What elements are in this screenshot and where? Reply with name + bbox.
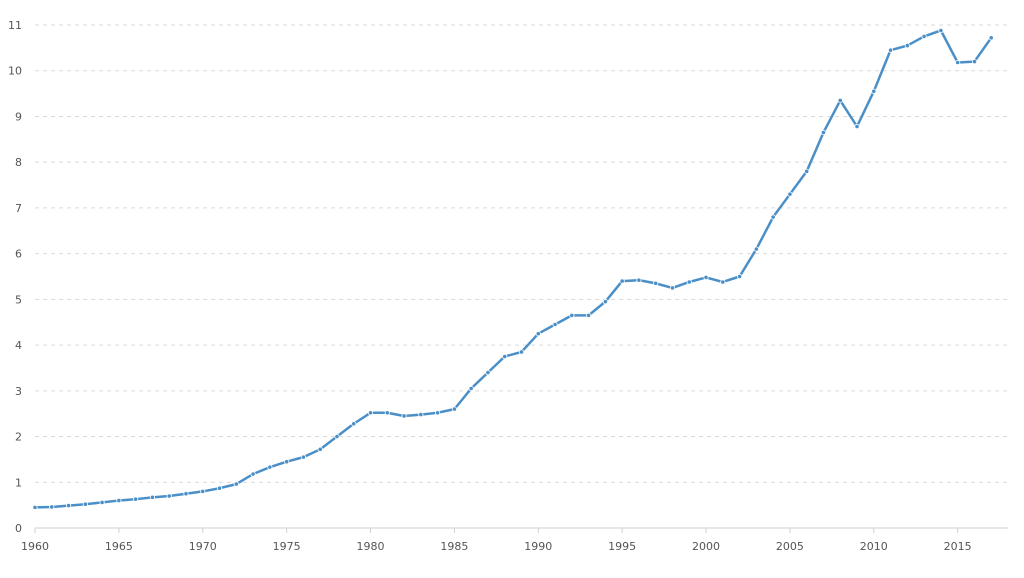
data-point [518, 349, 525, 355]
y-tick-label: 4 [15, 339, 22, 352]
data-point [753, 246, 759, 252]
data-point [938, 27, 944, 34]
data-point [854, 123, 860, 130]
data-point [686, 279, 692, 285]
data-point [770, 214, 776, 220]
data-point [49, 504, 55, 510]
y-tick-label: 10 [8, 65, 22, 78]
data-point [284, 459, 290, 465]
data-point [653, 280, 659, 286]
data-point [216, 485, 223, 491]
data-point [384, 410, 390, 416]
data-point [267, 464, 273, 470]
data-point [367, 410, 374, 416]
x-tick-label: 2015 [944, 540, 972, 553]
x-tick-label: 1970 [189, 540, 217, 553]
x-tick-label: 2000 [692, 540, 720, 553]
series-line [33, 29, 993, 509]
data-point [451, 406, 457, 412]
x-tick-label: 1980 [357, 540, 385, 553]
data-point [820, 129, 827, 136]
y-tick-label: 3 [15, 385, 22, 398]
data-point [787, 191, 793, 197]
y-tick-label: 8 [15, 156, 22, 169]
data-point [988, 35, 994, 41]
data-point [971, 58, 978, 65]
x-tick-label: 1985 [440, 540, 468, 553]
data-point [669, 285, 676, 291]
y-tick-label: 7 [15, 202, 22, 215]
grid-layer [35, 24, 1008, 483]
y-tick-label: 6 [15, 248, 22, 261]
y-tick-label: 11 [8, 19, 22, 32]
axis-layer: 0 1 2 3 4 5 6 7 8 9 10 11 1960 1965 1970 1975 1980 1985 19… [8, 19, 1008, 553]
data-point [636, 277, 642, 283]
data-point [250, 471, 256, 477]
x-tick-label: 2010 [860, 540, 888, 553]
data-point [502, 353, 508, 360]
data-point [166, 493, 172, 499]
data-point [569, 312, 575, 318]
data-point [99, 499, 105, 505]
data-point [703, 274, 709, 281]
x-tick-label: 2005 [776, 540, 804, 553]
y-tick-label: 9 [15, 110, 22, 123]
x-tick-label: 1990 [524, 540, 552, 553]
data-point [183, 491, 189, 497]
data-point [804, 168, 810, 174]
y-tick-label: 2 [15, 431, 22, 444]
data-point [82, 501, 88, 507]
data-point [200, 488, 206, 495]
data-point [32, 504, 38, 511]
data-point [736, 273, 743, 280]
data-point [602, 299, 608, 305]
data-point [585, 312, 592, 318]
data-point [401, 413, 407, 419]
data-point [720, 279, 726, 285]
series-layer [32, 27, 994, 511]
x-tick-label: 1995 [608, 540, 636, 553]
data-point [955, 59, 961, 66]
data-point [552, 321, 558, 328]
y-tick-label: 5 [15, 293, 22, 306]
data-point [837, 97, 843, 104]
y-tick-label: 0 [15, 522, 22, 535]
data-point [334, 433, 340, 440]
data-point [317, 446, 323, 452]
data-point [149, 494, 156, 500]
x-tick-label: 1975 [273, 540, 301, 553]
data-point [887, 47, 894, 53]
data-point [65, 502, 72, 509]
data-point [619, 278, 625, 284]
x-tick-label: 1960 [21, 540, 49, 553]
data-point [233, 481, 239, 487]
data-point [921, 33, 927, 40]
data-point [418, 411, 424, 418]
data-point [485, 369, 491, 376]
data-point [116, 497, 122, 504]
data-point [535, 331, 541, 337]
data-point [300, 454, 307, 460]
data-point [351, 421, 357, 427]
y-tick-label: 1 [15, 476, 22, 489]
x-tick-label: 1965 [105, 540, 133, 553]
data-point [468, 385, 474, 392]
data-point [871, 88, 877, 94]
data-point [904, 42, 910, 49]
data-point [435, 410, 441, 416]
data-point [133, 496, 139, 502]
